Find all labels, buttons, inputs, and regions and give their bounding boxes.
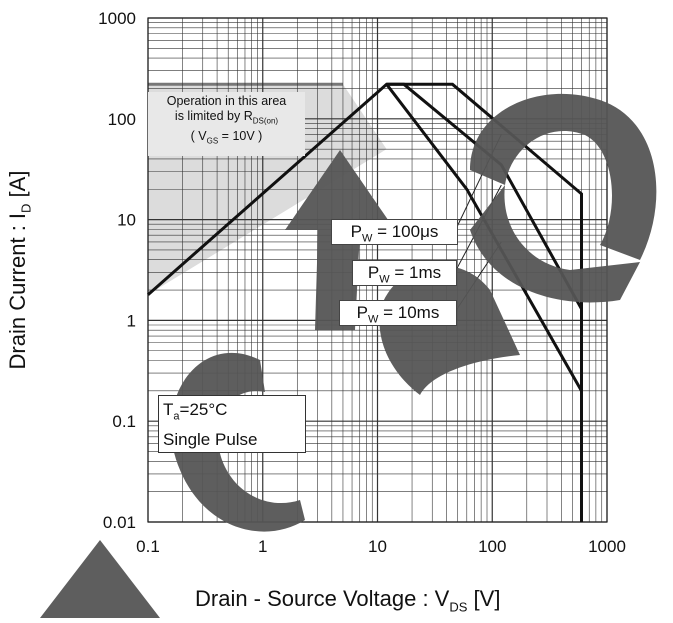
watermark <box>40 93 657 618</box>
y-axis-label: Drain Current : ID [A] <box>5 140 35 400</box>
x-tick-label: 1 <box>258 537 267 556</box>
condition-line1: Ta=25°C <box>163 398 305 428</box>
limit-note-line2: is limited by RDS(on) <box>148 109 305 129</box>
y-tick-label: 1 <box>127 311 136 330</box>
limit-note-vgs: ( V <box>190 128 207 143</box>
condition-ta: T <box>163 400 174 419</box>
pulse-label-100us: PW = 100μs <box>331 219 458 245</box>
series-line-0 <box>147 82 583 522</box>
limit-note-rds: is limited by R <box>174 109 253 123</box>
x-axis-label-sub: DS <box>449 599 468 615</box>
y-tick-label: 100 <box>108 110 136 129</box>
condition-note: Ta=25°C Single Pulse <box>158 395 306 453</box>
y-axis-label-main: Drain Current : I <box>5 212 30 370</box>
pulse-label-100us-p: P <box>350 222 362 241</box>
y-axis-label-sub: D <box>18 203 34 213</box>
limit-note-line1: Operation in this area <box>166 94 287 108</box>
y-tick-label: 0.01 <box>103 513 136 532</box>
condition-line2: Single Pulse <box>163 430 258 450</box>
x-tick-label: 10 <box>368 537 387 556</box>
series-line-1 <box>386 82 583 310</box>
y-tick-label: 10 <box>117 211 136 230</box>
limit-note-vgs-value: = 10V ) <box>218 128 263 143</box>
y-axis-label-unit: [A] <box>5 170 30 204</box>
pulse-label-10ms-rest: = 10ms <box>378 303 440 322</box>
pulse-label-100us-rest: = 100μs <box>372 222 439 241</box>
series-line-2 <box>385 83 583 392</box>
limit-note-vgs-sub: GS <box>206 136 219 145</box>
watermark-shape <box>40 540 160 618</box>
limit-note-line3: ( VGS = 10V ) <box>148 129 305 149</box>
x-axis-label-unit: [V] <box>467 586 501 611</box>
watermark-shape <box>470 185 640 303</box>
watermark-shape <box>379 265 520 395</box>
watermark-shape <box>470 93 657 260</box>
pulse-label-100us-sub: W <box>361 232 373 245</box>
pulse-label-1ms-rest: = 1ms <box>389 263 442 282</box>
pulse-label-1ms-sub: W <box>379 273 390 286</box>
x-tick-label: 0.1 <box>136 537 160 556</box>
condition-ta-sub: a <box>173 410 180 423</box>
y-tick-label: 0.1 <box>112 412 136 431</box>
x-axis-label: Drain - Source Voltage : VDS [V] <box>195 586 595 614</box>
x-tick-label: 1000 <box>588 537 626 556</box>
y-tick-label: 1000 <box>98 9 136 28</box>
condition-temp: =25°C <box>179 400 228 419</box>
curve-layer <box>147 82 583 522</box>
x-tick-label: 100 <box>478 537 506 556</box>
pulse-label-10ms: PW = 10ms <box>339 300 457 326</box>
pulse-label-10ms-p: P <box>356 303 368 322</box>
limit-note-rds-sub: DS(on) <box>252 116 279 126</box>
x-axis-label-main: Drain - Source Voltage : V <box>195 586 450 611</box>
pulse-label-1ms-p: P <box>367 263 380 282</box>
pulse-label-1ms: PW = 1ms <box>352 260 457 286</box>
limit-region-note: Operation in this area is limited by RDS… <box>148 92 305 156</box>
pulse-label-10ms-sub: W <box>368 313 379 326</box>
